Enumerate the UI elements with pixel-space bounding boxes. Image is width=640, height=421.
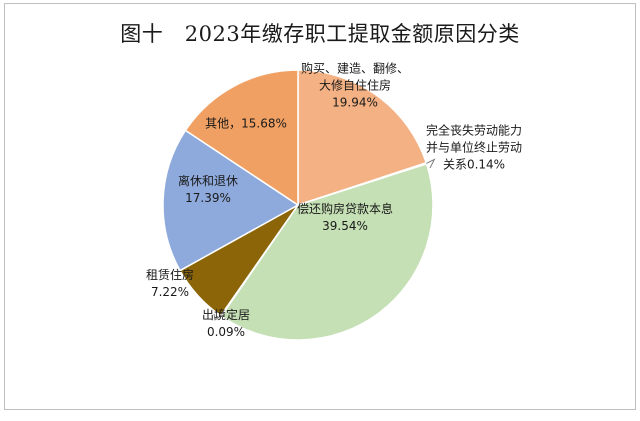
leader-line <box>426 158 436 169</box>
slice-label: 39.54% <box>322 219 368 233</box>
slice-label: 17.39% <box>185 191 231 205</box>
slice-label: 其他，15.68% <box>205 117 287 131</box>
leader-line <box>213 313 222 321</box>
pie-labels: 购买、建造、翻修、大修自住住房 19.94% 完全丧失劳动能力并与单位终止劳动关系0… <box>146 61 522 340</box>
slice-label: 大修自住住房 <box>319 78 391 93</box>
slice-label: 购买、建造、翻修、 <box>301 61 409 76</box>
slice-label: 关系0.14% <box>443 158 505 172</box>
slice-label: 完全丧失劳动能力 <box>426 123 522 138</box>
pie-slices <box>162 69 434 341</box>
slice-label: 19.94% <box>332 96 378 110</box>
slice-label: 离休和退休 <box>178 173 238 188</box>
slice-label: 并与单位终止劳动 <box>426 140 522 155</box>
leader-lines <box>213 158 436 321</box>
slice-label: 租赁住房 <box>146 267 194 282</box>
pie-slice <box>184 69 299 207</box>
slice-label: 出境定居 <box>202 307 250 322</box>
pie-slice <box>297 69 428 207</box>
slice-label: 0.09% <box>207 325 245 339</box>
slice-label: 偿还购房贷款本息 <box>297 201 393 216</box>
pie-slice <box>220 162 434 341</box>
chart-title: 图十 2023年缴存职工提取金额原因分类 <box>120 22 520 46</box>
pie-slice <box>162 129 300 272</box>
slice-label: 7.22% <box>151 285 189 299</box>
